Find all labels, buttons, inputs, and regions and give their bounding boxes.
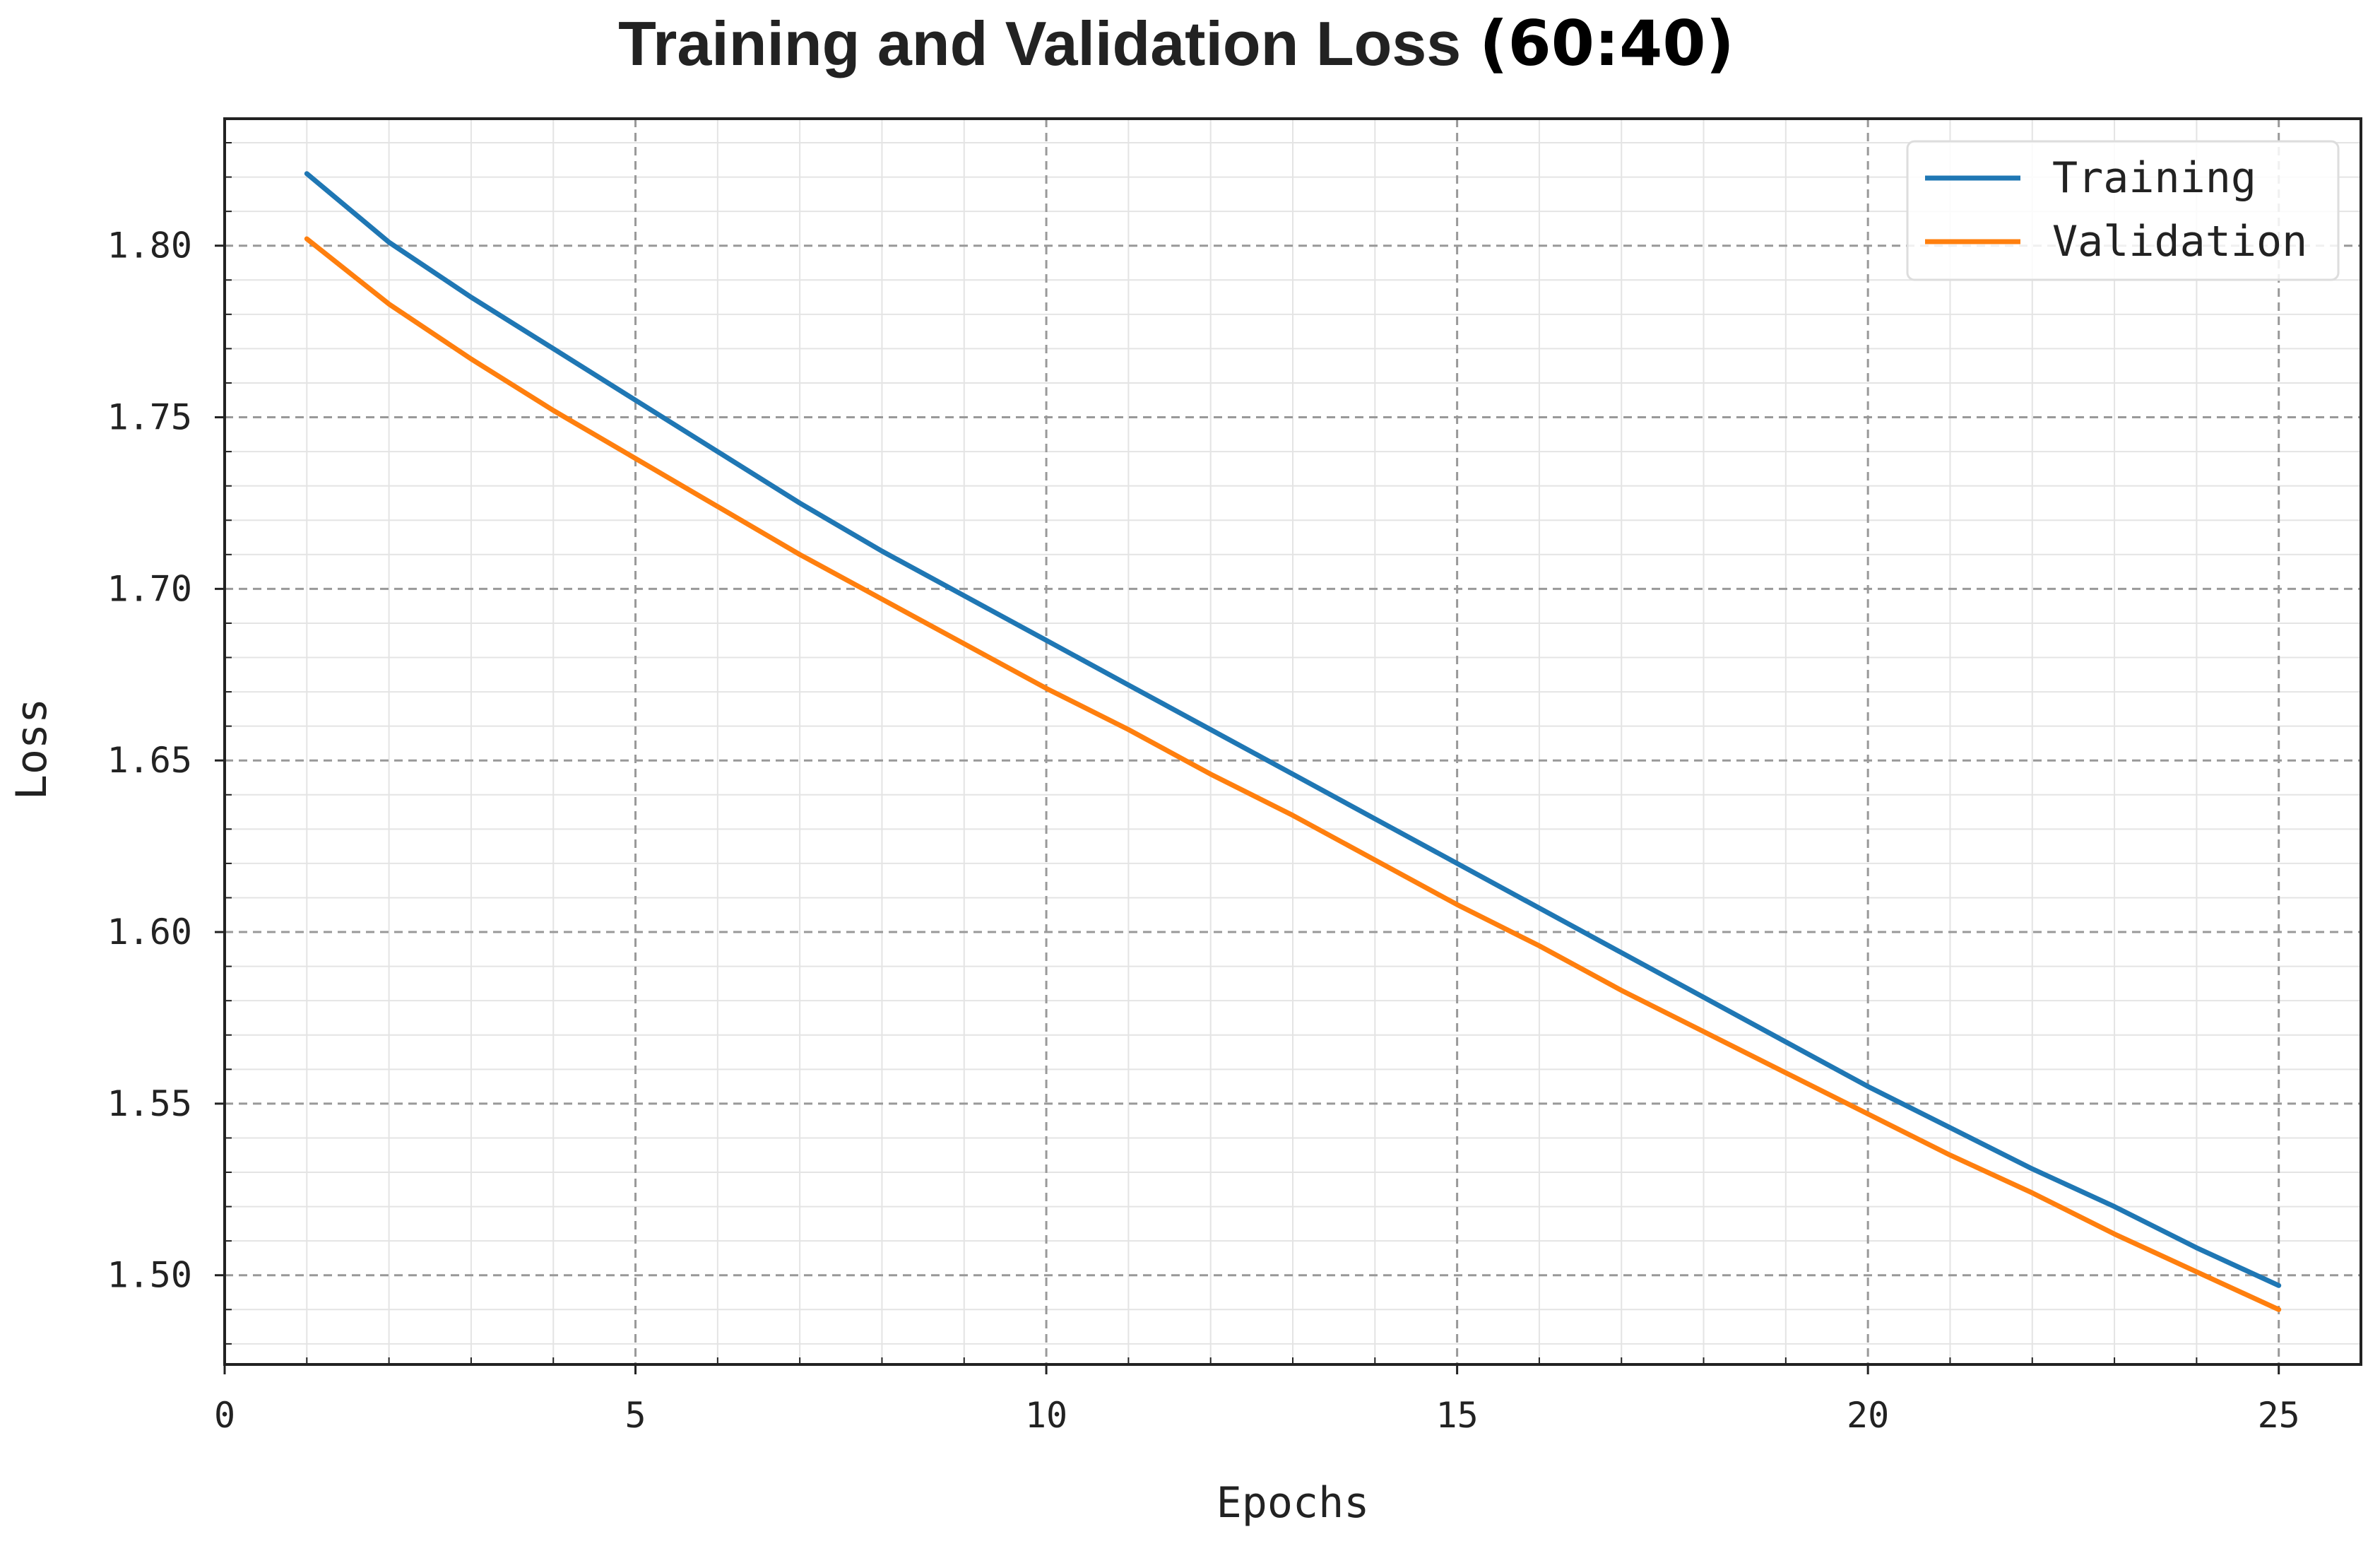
x-tick-label: 5 <box>624 1395 646 1436</box>
chart-title-suffix: (60:40) <box>1479 7 1734 80</box>
y-tick-label: 1.55 <box>107 1083 192 1124</box>
y-tick-label: 1.50 <box>107 1255 192 1296</box>
y-tick-label: 1.70 <box>107 568 192 609</box>
chart-title: Training and Validation Loss (60:40) <box>618 7 1734 80</box>
legend-label-training: Training <box>2052 153 2256 203</box>
y-tick-label: 1.80 <box>107 225 192 266</box>
x-tick-label: 15 <box>1436 1395 1479 1436</box>
y-tick-label: 1.65 <box>107 740 192 781</box>
series-line-training <box>304 171 2282 1288</box>
x-axis-label: Epochs <box>1216 1478 1370 1528</box>
x-tick-label: 20 <box>1847 1395 1889 1436</box>
tick-labels: 0 5 10 15 20 25 1.50 1.55 1.60 1.65 1.70 1.75 1.80 <box>107 225 2300 1436</box>
x-tick-label: 25 <box>2258 1395 2300 1436</box>
x-tick-label: 10 <box>1025 1395 1067 1436</box>
plot-area-frame <box>223 117 2362 1366</box>
series-line-validation <box>304 236 2282 1312</box>
legend: Training Validation <box>1906 140 2340 281</box>
minor-grid <box>225 119 2361 1364</box>
y-axis-label: Loss <box>7 698 57 801</box>
y-tick-label: 1.75 <box>107 397 192 438</box>
chart-title-main: Training and Validation Loss <box>618 8 1461 78</box>
y-tick-label: 1.60 <box>107 912 192 953</box>
series-lines <box>304 171 2282 1312</box>
x-tick-label: 0 <box>214 1395 235 1436</box>
legend-label-validation: Validation <box>2052 217 2307 266</box>
